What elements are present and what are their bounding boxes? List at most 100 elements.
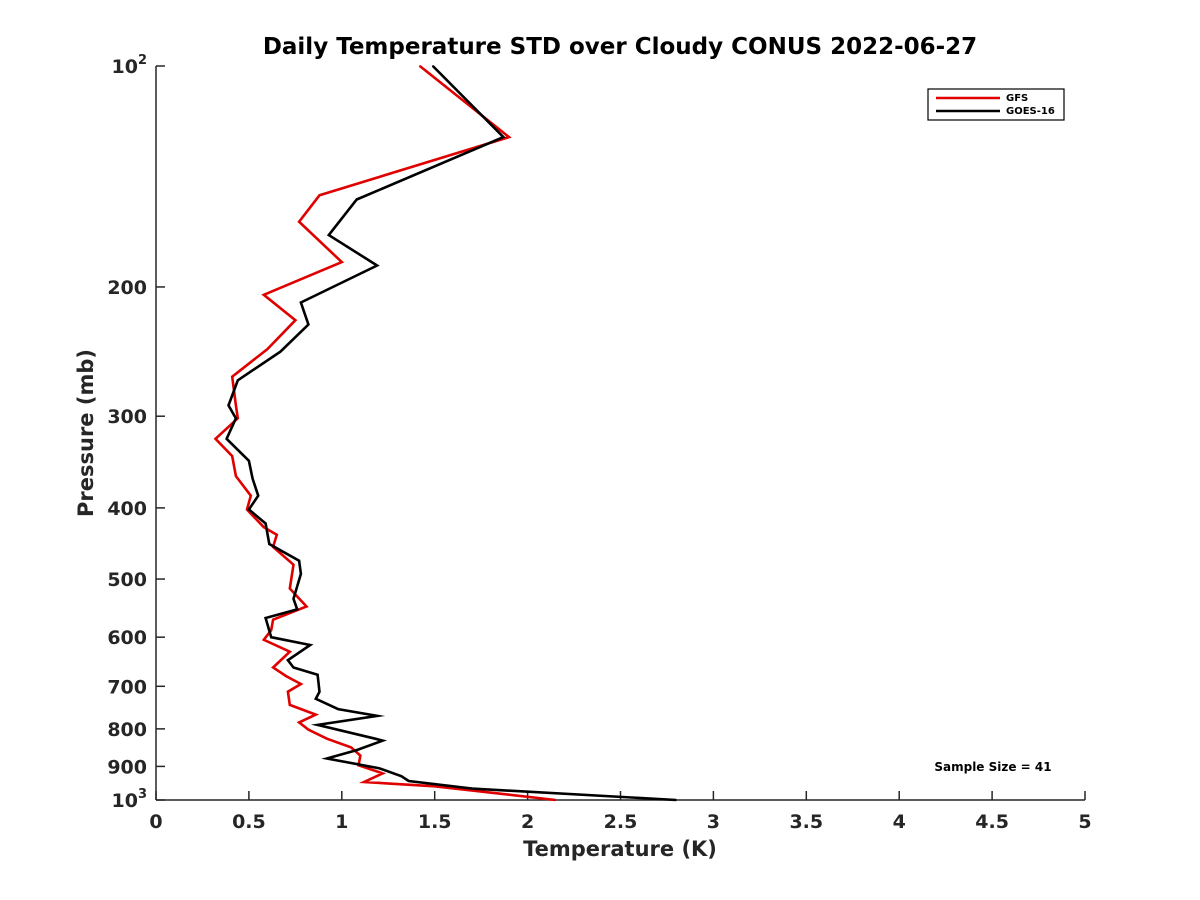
y-tick-label: 300: [107, 406, 147, 428]
y-tick-label: 103: [112, 787, 148, 812]
data-point: [237, 417, 239, 420]
data-point: [287, 690, 289, 693]
y-tick-label: 600: [107, 627, 147, 649]
data-point: [263, 294, 265, 296]
data-point: [250, 494, 252, 497]
x-tick-label: 2: [521, 811, 534, 833]
data-point: [227, 404, 230, 407]
series-line-gfs: [213, 64, 556, 802]
series-group: [213, 64, 677, 802]
data-point: [248, 508, 250, 511]
data-point: [407, 780, 410, 782]
data-point: [251, 477, 254, 480]
data-point: [508, 136, 510, 138]
data-point: [378, 767, 380, 769]
x-tick-label: 4.5: [975, 811, 1009, 833]
data-point: [318, 690, 321, 693]
data-point: [471, 787, 473, 790]
data-point: [287, 659, 289, 661]
data-point: [272, 618, 274, 621]
data-point: [270, 636, 273, 638]
x-axis-label: Temperature (K): [523, 837, 717, 861]
legend: GFS GOES-16: [927, 88, 1065, 121]
y-tick-label: 700: [107, 676, 147, 698]
x-tick-label: 0.5: [232, 811, 266, 833]
data-point: [292, 563, 295, 566]
data-point: [359, 754, 362, 757]
sample-size-annotation: Sample Size = 41: [934, 760, 1051, 774]
data-point: [326, 737, 328, 740]
data-point: [235, 475, 237, 477]
chart-title: Daily Temperature STD over Cloudy CONUS …: [263, 34, 977, 60]
data-point: [266, 348, 269, 350]
x-tick-label: 3: [707, 811, 720, 833]
data-point: [257, 494, 260, 497]
y-tick-label: 400: [107, 498, 147, 520]
y-axis-label: Pressure (mb): [74, 349, 98, 517]
data-point: [376, 264, 378, 267]
data-point: [268, 543, 271, 545]
y-tick-label: 500: [107, 569, 147, 591]
data-point: [315, 713, 317, 716]
data-point: [272, 666, 274, 669]
data-point: [355, 749, 358, 751]
legend-label-goes16: GOES-16: [1006, 106, 1055, 117]
data-point: [381, 739, 384, 742]
data-point: [400, 775, 403, 777]
data-point: [298, 220, 300, 223]
data-point: [350, 746, 352, 749]
data-point: [289, 587, 291, 590]
data-point: [433, 785, 436, 788]
data-point: [285, 675, 287, 677]
data-point: [300, 683, 302, 685]
data-point: [296, 608, 299, 611]
data-point: [298, 721, 300, 724]
data-point: [307, 323, 310, 326]
data-point: [326, 757, 328, 760]
data-point: [363, 781, 365, 783]
x-tick-label: 2.5: [604, 811, 638, 833]
data-point: [279, 350, 282, 353]
data-point: [292, 666, 295, 669]
x-tick-label: 1.5: [418, 811, 452, 833]
data-point: [276, 533, 278, 536]
data-point: [675, 799, 677, 801]
series-line-goes16: [225, 65, 677, 802]
x-tick-label: 0: [149, 811, 162, 833]
data-point: [300, 573, 302, 575]
y-tick-label: 200: [107, 277, 147, 299]
data-point: [432, 65, 434, 67]
data-point: [294, 319, 297, 322]
data-point: [270, 629, 273, 631]
data-point: [235, 404, 237, 407]
data-point: [289, 704, 291, 706]
data-point: [502, 136, 505, 138]
data-point: [419, 65, 421, 67]
data-point: [376, 715, 378, 717]
data-point: [316, 673, 319, 676]
x-tick-label: 4: [893, 811, 906, 833]
data-point: [263, 639, 265, 641]
data-point: [315, 698, 317, 700]
x-tick-label: 3.5: [789, 811, 823, 833]
y-tick-label: 102: [112, 53, 148, 78]
data-point: [309, 644, 312, 646]
x-tick-label: 1: [335, 811, 348, 833]
data-point: [305, 605, 308, 608]
data-point: [374, 737, 377, 740]
data-point: [300, 301, 302, 304]
legend-label-gfs: GFS: [1006, 93, 1028, 104]
legend-box: [927, 88, 1065, 121]
y-tick-label: 800: [107, 719, 147, 741]
axes: 0 0.5 1 1.5 2 2.5 3 3.5 4 4.5 5 102 200 300 400 500 600 7…: [107, 53, 1091, 833]
data-point: [289, 650, 291, 653]
data-point: [264, 617, 267, 619]
data-point: [298, 559, 300, 562]
data-point: [263, 526, 265, 528]
data-point: [248, 460, 250, 462]
data-point: [237, 379, 239, 382]
data-point: [554, 799, 557, 801]
data-point: [264, 522, 267, 525]
